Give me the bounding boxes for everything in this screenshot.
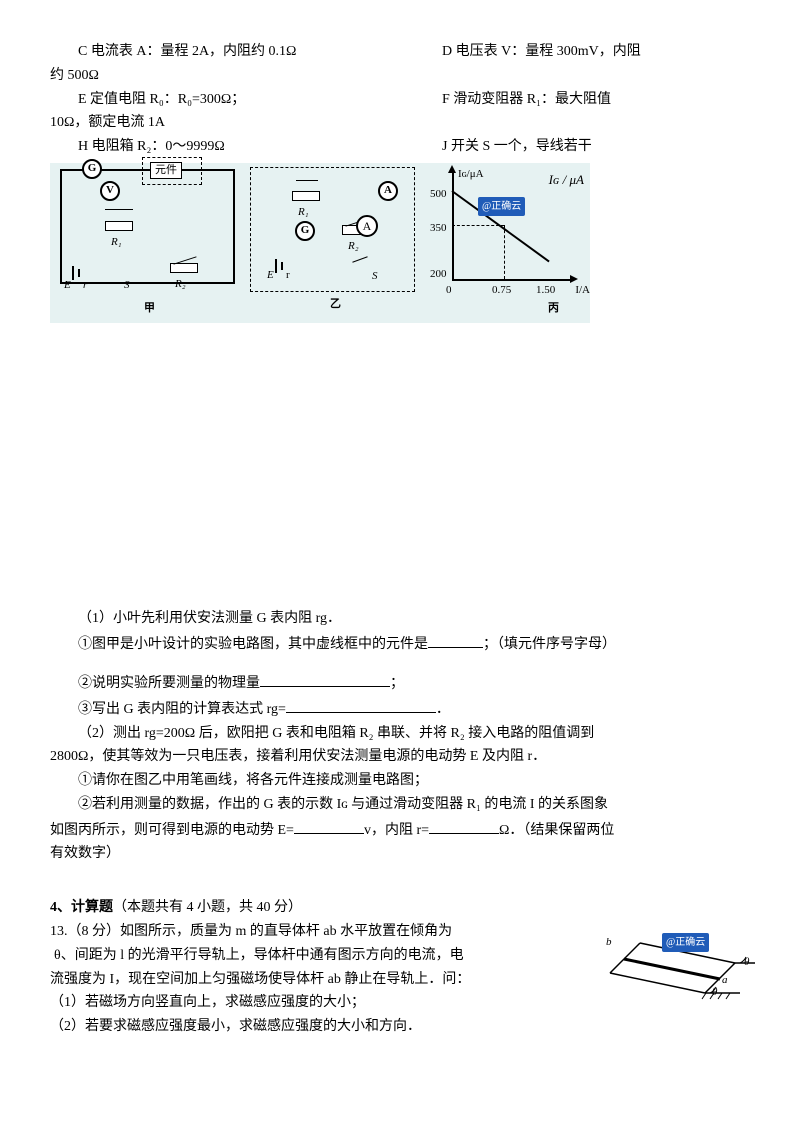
blank-e[interactable] [294,817,364,834]
label-r1: R₁ [111,233,122,252]
xtick-150: 1.50 [536,281,555,300]
option-row-ef: E 定值电阻 R₀：R₀=300Ω； F 滑动变阻器 R₁：最大阻值 [50,88,750,112]
section-4-title: 4、计算题 [50,900,113,915]
spacer-2 [50,866,750,896]
yi-label-s: S [372,267,378,286]
q2-b: 2800Ω，使其等效为一只电压表，接着利用伏安法测量电源的电动势 E 及内阻 r… [50,745,750,769]
y-label: Iɢ/μA [458,165,484,184]
q1-3-text: ③写出 G 表内阻的计算表达式 rg= [78,702,286,717]
spacer [50,656,750,670]
yi-batt-short [281,262,283,270]
resistor-r2 [170,263,198,273]
q1-1-text: ①图甲是小叶设计的实验电路图，其中虚线框中的元件是 [78,637,428,652]
blank-3[interactable] [286,696,436,713]
yi-batt-long [275,259,277,273]
q2-2a: ②若利用测量的数据，作出的 G 表的示数 Iɢ 与通过滑动变阻器 R₁ 的电流 … [50,793,750,817]
meter-v: V [100,181,120,201]
rheostat-wiper [105,209,133,211]
label-b: b [606,933,612,952]
graph-bing: Iɢ/μA I/A 500 350 200 0 0.75 1.50 @正确云 I… [420,163,590,323]
q13-b: θ、间距为 l 的光滑平行导轨上，导体杆中通有图示方向的电流，电 [50,944,570,968]
q13-2: （2）若要求磁感应强度最小，求磁感应强度的大小和方向． [50,1015,750,1039]
blank-r[interactable] [429,817,499,834]
battery-short [78,269,80,277]
q1-2: ②说明实验所要测量的物理量 ； [50,670,750,696]
label-theta-1: θ [712,983,717,1002]
ytick-500: 500 [430,185,447,204]
q2-2d: Ω．（结果保留两位 [499,823,614,838]
watermark-incline: @正确云 [662,933,709,952]
dashed-075 [504,225,505,279]
watermark-graph: @正确云 [478,197,525,216]
option-d-line2: 约 500Ω [50,64,750,88]
q1-1-suffix: ；（填元件序号字母） [483,637,616,652]
y-label-ext: Iɢ / μA [549,169,584,191]
yi-label-r1: R₁ [298,203,309,222]
label-s: S [124,276,130,295]
meter-g: G [82,159,102,179]
q13-c: 流强度为 I，现在空间加上匀强磁场使导体杆 ab 静止在导轨上．问： [50,968,570,992]
q2-1: ①请你在图乙中用笔画线，将各元件连接成测量电路图； [50,769,750,793]
q1-1: ①图甲是小叶设计的实验电路图，其中虚线框中的元件是 ；（填元件序号字母） [50,631,750,657]
q2-a: （2）测出 rg=200Ω 后，欧阳把 G 表和电阻箱 R₂ 串联、并将 R₂ … [50,722,750,746]
incline-figure: b a θ θ @正确云 [600,915,760,1014]
ytick-350: 350 [430,219,447,238]
resistor-r1 [105,221,133,231]
blank-2[interactable] [260,670,390,687]
figure-container: G V 元件 R₁ R₂ E r S 甲 A R₁ G R₂ E r S 乙 [50,163,590,323]
yi-r1-wiper [296,180,318,182]
label-r: r [83,276,87,295]
dashed-component-box [142,157,202,185]
circled-a-overlay: A [356,215,378,237]
label-r2: R₂ [175,275,186,294]
yi-r1 [292,191,320,201]
blank-space [50,327,750,607]
option-f: F 滑动变阻器 R₁：最大阻值 [442,88,750,112]
battery-long [72,266,74,280]
option-d: D 电压表 V：量程 300mV，内阻 [442,40,750,64]
q1-2-suffix: ； [390,676,404,691]
option-row-cd: C 电流表 A：量程 2A，内阻约 0.1Ω D 电压表 V：量程 300mV，… [50,40,750,64]
yi-label-r: r [286,266,290,285]
q1: （1）小叶先利用伏安法测量 G 表内阻 rg． [50,607,750,631]
option-j: J 开关 S 一个，导线若干 [442,135,750,159]
xtick-075: 0.75 [492,281,511,300]
circuit-outer-box [60,169,235,284]
option-h: H 电阻箱 R₂：0～9999Ω [50,135,442,159]
q2-2e: 有效数字） [50,842,750,866]
option-e: E 定值电阻 R₀：R₀=300Ω； [50,88,442,112]
q13-a: 13.（8 分）如图所示，质量为 m 的直导体杆 ab 水平放置在倾角为 [50,920,570,944]
circuit-jia: G V 元件 R₁ R₂ E r S 甲 [50,163,250,323]
label-bing: 丙 [548,299,559,318]
yi-label-r2: R₂ [348,237,359,256]
q2-2c: v，内阻 r= [364,823,429,838]
label-jia: 甲 [144,299,155,318]
ytick-200: 200 [430,265,447,284]
yi-label-e: E [267,266,274,285]
label-theta-2: θ [744,953,749,972]
section-4-paren: （本题共有 4 小题，共 40 分） [113,900,302,915]
q2-2-line: 如图丙所示，则可得到电源的电动势 E= v，内阻 r= Ω．（结果保留两位 [50,817,750,843]
option-c: C 电流表 A：量程 2A，内阻约 0.1Ω [50,40,442,64]
q2-2b: 如图丙所示，则可得到电源的电动势 E= [50,823,294,838]
xtick-0: 0 [446,281,452,300]
label-yi: 乙 [330,295,341,314]
blank-1[interactable] [428,631,483,648]
option-row-hj: H 电阻箱 R₂：0～9999Ω J 开关 S 一个，导线若干 [50,135,750,159]
option-f-line2: 10Ω，额定电流 1A [50,111,750,135]
q1-3: ③写出 G 表内阻的计算表达式 rg= ． [50,696,750,722]
circuit-yi: A R₁ G R₂ E r S 乙 [250,163,420,323]
dashed-350 [452,225,504,226]
meter-g-yi: G [295,221,315,241]
x-label: I/A [575,281,590,300]
q1-3-suffix: ． [436,702,450,717]
meter-a: A [378,181,398,201]
incline-svg [600,915,760,1005]
label-e: E [64,276,71,295]
label-a: a [722,971,728,990]
q1-2-text: ②说明实验所要测量的物理量 [78,676,260,691]
